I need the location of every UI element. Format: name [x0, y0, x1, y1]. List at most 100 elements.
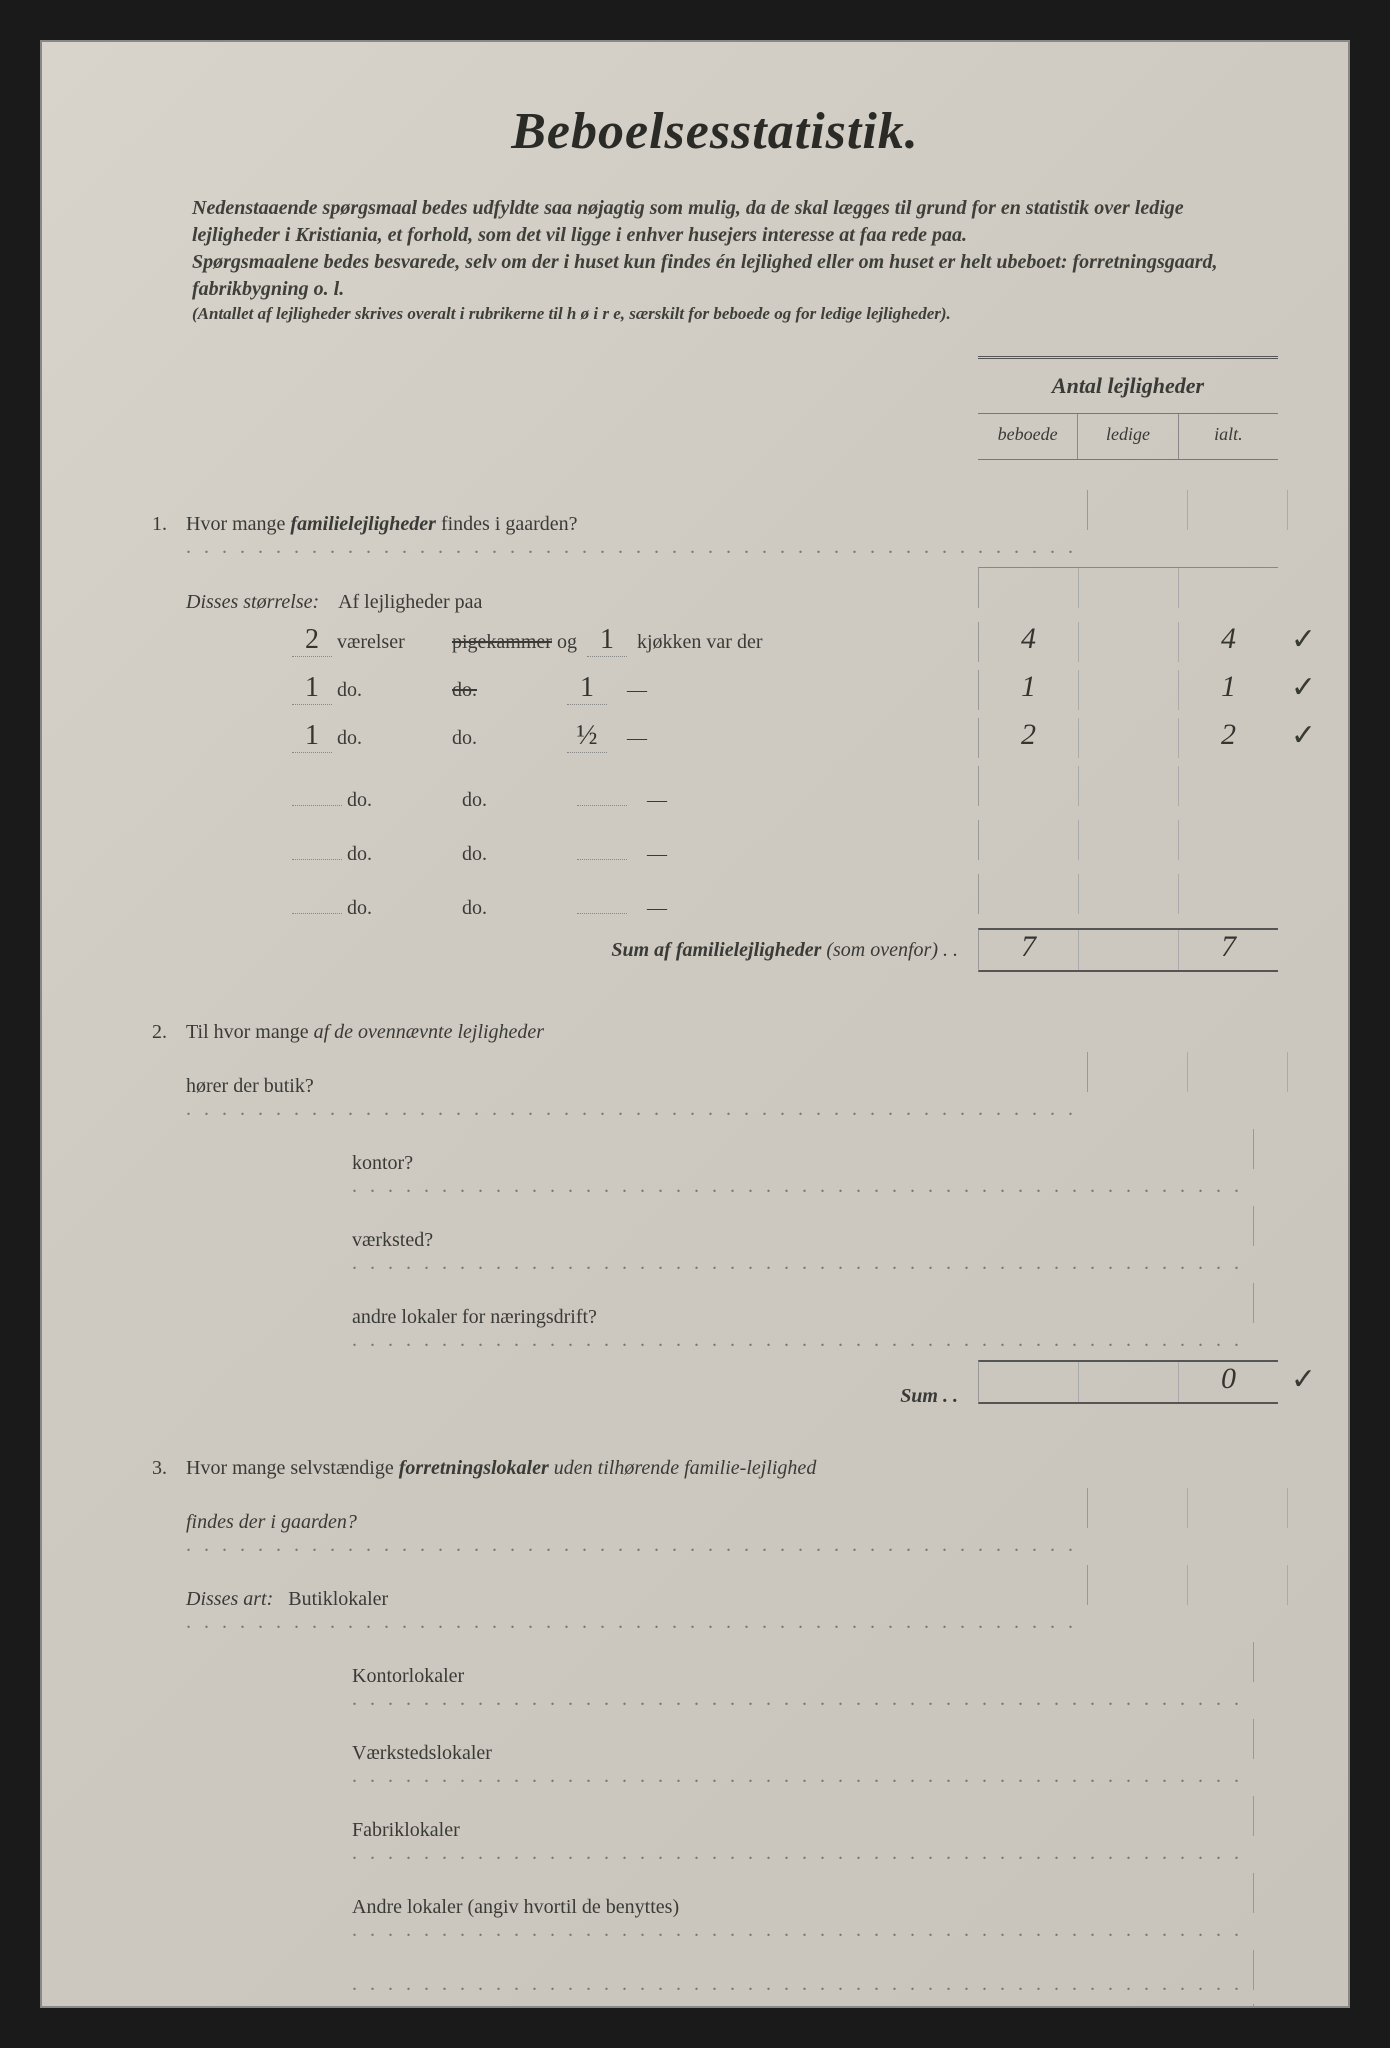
fill-vaerelser: 1 [292, 672, 332, 705]
lbl: — [647, 897, 667, 919]
q2-num: 2. [152, 1021, 186, 1044]
dots [352, 1252, 1243, 1274]
lbl: do. [452, 679, 562, 702]
lbl: do. [337, 727, 447, 750]
header-col-ialt: ialt. [1178, 414, 1278, 459]
table-row: 1 do. do. ½ — 2 2✓ [152, 714, 1278, 762]
form-page: Beboelsesstatistik. Nedenstaaende spørgs… [152, 102, 1278, 2008]
q1-num: 1. [152, 513, 186, 536]
sum-beboede: 7 [1021, 930, 1036, 963]
q3-line-blank [152, 1946, 1278, 2000]
dots [352, 1842, 1243, 1864]
lbl: do. [347, 897, 457, 920]
q2-l2: værksted? [352, 1229, 433, 1251]
dots [352, 1329, 1243, 1351]
fill-blank [577, 840, 627, 860]
fill-kjokken: 1 [567, 672, 607, 705]
lbl: do. [462, 789, 572, 812]
q3-l3: Fabriklokaler [352, 1819, 460, 1841]
header-col-ledige: ledige [1077, 414, 1177, 459]
q3-tb: forretningslokaler [399, 1457, 549, 1479]
q3-te: findes der i gaarden? [186, 1511, 357, 1533]
q3-line: Andre lokaler (angiv hvortil de benyttes… [152, 1869, 1278, 1946]
check-icon: ✓ [1291, 622, 1316, 657]
q3-l1: Kontorlokaler [352, 1665, 464, 1687]
val-ialt: 2 [1221, 718, 1236, 751]
table-row: 1 do. do. 1 — 1 1✓ [152, 666, 1278, 714]
val-beboede: 2 [1021, 718, 1036, 751]
q1-sum-row: Sum af familielejligheder (som ovenfor) … [152, 924, 1278, 976]
q3-l2: Værkstedslokaler [352, 1742, 492, 1764]
check-icon: ✓ [1291, 670, 1316, 705]
lbl: do. [462, 843, 572, 866]
q1-sum-a: Sum af familielejligheder [611, 939, 821, 961]
q3-ta: Hvor mange selvstændige [186, 1457, 399, 1479]
q3-tc: uden tilhørende [549, 1457, 684, 1479]
q3-line: Værkstedslokaler [152, 1715, 1278, 1792]
lbl: — [627, 727, 647, 749]
lbl: do. [347, 843, 457, 866]
table-row: do. do. — [152, 870, 1278, 924]
table-row: do. do. — [152, 816, 1278, 870]
fill-blank [292, 840, 342, 860]
dots [352, 1973, 1243, 1995]
val-ialt: 4 [1221, 622, 1236, 655]
q2-sum-label: Sum . . [900, 1385, 958, 1407]
lbl-after: og [552, 631, 577, 653]
q3-sub-label: Disses art: [186, 1588, 273, 1610]
dots [186, 1534, 1077, 1556]
q2-ta: Til hvor mange [186, 1021, 314, 1043]
document-scan: Beboelsesstatistik. Nedenstaaende spørgs… [40, 40, 1350, 2008]
header-main: Antal lejligheder [978, 359, 1278, 414]
q2-sum-row: Sum . . 0✓ [152, 1356, 1278, 1412]
lbl: do. [462, 897, 572, 920]
intro-text: Nedenstaaende spørgsmaal bedes udfyldte … [192, 195, 1258, 326]
table-row: do. do. — [152, 762, 1278, 816]
table-row: 2 værelser pigekammer og 1 kjøkken var d… [152, 618, 1278, 666]
intro-p3: (Antallet af lejligheder skrives overalt… [192, 304, 951, 323]
lbl: do. [347, 789, 457, 812]
val-beboede: 1 [1021, 670, 1036, 703]
lbl: — [627, 679, 647, 701]
dots [352, 1765, 1243, 1787]
val-beboede: 4 [1021, 622, 1036, 655]
dots [186, 1098, 1077, 1120]
header-col-beboede: beboede [978, 414, 1077, 459]
fill-blank [292, 786, 342, 806]
lbl: kjøkken var der [637, 631, 763, 653]
fill-blank [577, 786, 627, 806]
q2-line: andre lokaler for næringsdrift? [152, 1279, 1278, 1356]
q2-heading: 2. Til hvor mange af de ovennævnte lejli… [152, 994, 1278, 1048]
table-header: Antal lejligheder beboede ledige ialt. [978, 356, 1278, 460]
fill-kjokken: 1 [587, 624, 627, 657]
q2-l1: kontor? [352, 1152, 413, 1174]
q1-tb: familielejligheder [290, 513, 436, 535]
dots [352, 1919, 1243, 1941]
fill-vaerelser: 1 [292, 720, 332, 753]
table-body: 1. Hvor mange familielejligheder findes … [152, 356, 1278, 2008]
q3-num: 3. [152, 1457, 186, 1480]
q3-l4: Andre lokaler (angiv hvortil de benyttes… [352, 1896, 679, 1918]
q2-tb: af de ovennævnte lejligheder [314, 1021, 544, 1043]
fill-kjokken: ½ [567, 720, 607, 753]
check-icon: ✓ [1291, 718, 1316, 753]
fill-blank [292, 894, 342, 914]
lbl-strike: pigekammer [452, 631, 552, 653]
q2-line: værksted? [152, 1202, 1278, 1279]
q1-tc: findes i gaarden? [436, 513, 578, 535]
q2-l3: andre lokaler for næringsdrift? [352, 1306, 597, 1328]
q2-line: kontor? [152, 1125, 1278, 1202]
dots [352, 1688, 1243, 1710]
q1-heading: 1. Hvor mange familielejligheder findes … [152, 486, 1278, 563]
lbl: værelser [337, 631, 447, 654]
val-ialt: 1 [1221, 670, 1236, 703]
lbl: do. [452, 727, 562, 750]
lbl: — [647, 789, 667, 811]
intro-p1c: , et forhold, som det vil ligge i enhver… [378, 224, 967, 246]
q3-line: Fabriklokaler [152, 1792, 1278, 1869]
q2-l0: hører der butik? [186, 1075, 314, 1097]
dots [186, 536, 1077, 558]
dots [352, 1175, 1243, 1197]
q3-l0: Butiklokaler [288, 1588, 388, 1610]
fill-vaerelser: 2 [292, 624, 332, 657]
